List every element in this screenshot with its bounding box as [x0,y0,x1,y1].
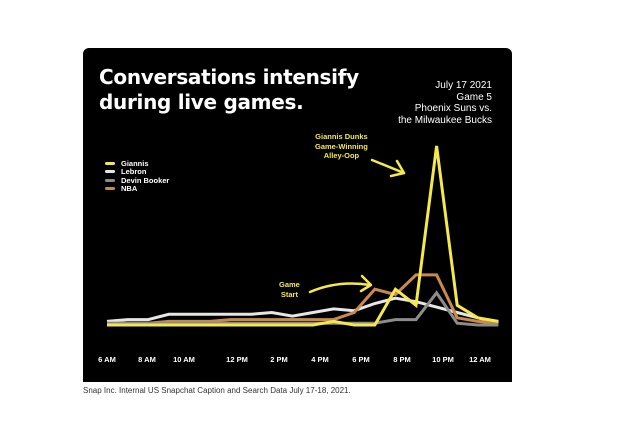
dunk-arrow-icon-head [389,159,406,178]
legend-label: Lebron [121,167,147,177]
series-line-giannis [107,145,499,327]
x-axis: 6 AM 8 AM 10 AM 12 PM 2 PM 4 PM 6 PM 8 PM 10 PM 1… [83,355,512,367]
series-line-lebron [106,296,499,325]
annotation-dunk-line-1: Giannis Dunks [315,132,368,141]
game-start-arrow-icon [308,282,372,294]
series-line-devin-booker [107,290,499,327]
legend-item-lebron: Lebron [105,167,169,177]
game-subtitle: July 17 2021 Game 5 Phoenix Suns vs. the… [398,80,492,126]
x-tick-label: 10 AM [173,355,195,364]
legend-label: NBA [121,184,138,194]
legend-label: Giannis [121,158,149,168]
title-line-2: during live games. [99,90,304,114]
legend-item-nba: NBA [105,184,169,194]
legend-item-devin-booker: Devin Booker [105,176,169,185]
dunk-arrow-icon [370,158,406,175]
x-tick-label: 10 PM [432,355,454,364]
chart-title: Conversations intensify during live game… [99,65,359,115]
x-tick-label: 4 PM [311,355,329,364]
legend-swatch-icon [105,161,115,165]
legend-swatch-icon [105,187,115,191]
title-line-1: Conversations intensify [99,65,359,89]
x-tick-label: 8 AM [138,355,156,364]
x-tick-label: 12 PM [226,355,248,364]
x-tick-label: 12 AM [469,355,491,364]
subtitle-teams-2: the Milwaukee Bucks [398,114,492,126]
subtitle-game: Game 5 [456,91,492,103]
x-tick-label: 2 PM [270,355,288,364]
x-tick-label: 6 AM [98,355,116,364]
annotation-game-start-line-1: Game [279,280,300,289]
legend: Giannis Lebron Devin Booker NBA [105,159,169,193]
annotation-game-start: Game Start [279,280,300,299]
annotation-dunk: Giannis Dunks Game-Winning Alley-Oop [315,132,368,161]
subtitle-teams-1: Phoenix Suns vs. [414,103,492,114]
line-chart [106,145,499,327]
x-tick-label: 8 PM [393,355,411,364]
annotation-game-start-line-2: Start [280,289,298,299]
annotation-dunk-line-2: Game-Winning [315,141,368,151]
subtitle-date: July 17 2021 [435,80,492,91]
annotation-dunk-line-3: Alley-Oop [323,151,360,160]
legend-swatch-icon [105,178,115,182]
legend-label: Devin Booker [121,175,170,185]
series-line-nba [107,273,499,325]
game-start-arrow-icon-head [359,274,373,293]
legend-item-giannis: Giannis [105,159,169,168]
chart-panel: Conversations intensify during live game… [83,48,512,382]
source-caption: Snap Inc. Internal US Snapchat Caption a… [83,386,351,395]
legend-swatch-icon [105,170,115,174]
x-tick-label: 6 PM [352,355,370,364]
